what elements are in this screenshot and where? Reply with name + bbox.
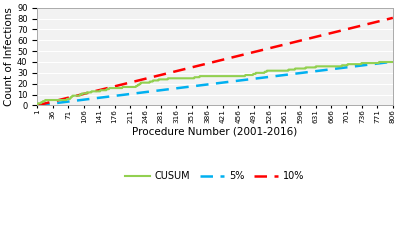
10% xyxy=(241,53,246,56)
10% xyxy=(171,70,176,73)
CUSUM xyxy=(377,60,382,63)
CUSUM xyxy=(292,68,296,71)
10% xyxy=(39,103,44,106)
10% xyxy=(390,16,395,19)
X-axis label: Procedure Number (2001-2016): Procedure Number (2001-2016) xyxy=(132,126,298,136)
CUSUM xyxy=(279,69,284,72)
10% xyxy=(279,44,284,47)
Legend: CUSUM, 5%, 10%: CUSUM, 5%, 10% xyxy=(122,167,309,185)
CUSUM xyxy=(179,77,184,80)
10% xyxy=(179,69,184,71)
CUSUM xyxy=(241,75,246,77)
CUSUM xyxy=(390,60,395,63)
5% xyxy=(171,87,176,90)
Y-axis label: Count of Infections: Count of Infections xyxy=(4,7,14,106)
5% xyxy=(35,104,40,107)
CUSUM xyxy=(171,77,176,80)
10% xyxy=(35,104,40,107)
CUSUM xyxy=(35,104,40,107)
Line: 5%: 5% xyxy=(37,62,393,105)
10% xyxy=(292,41,296,44)
Line: CUSUM: CUSUM xyxy=(37,62,393,105)
5% xyxy=(241,79,246,81)
5% xyxy=(292,72,296,75)
Line: 10%: 10% xyxy=(37,18,393,105)
CUSUM xyxy=(39,101,44,104)
5% xyxy=(39,103,44,106)
5% xyxy=(390,60,395,63)
5% xyxy=(279,74,284,77)
5% xyxy=(179,86,184,89)
